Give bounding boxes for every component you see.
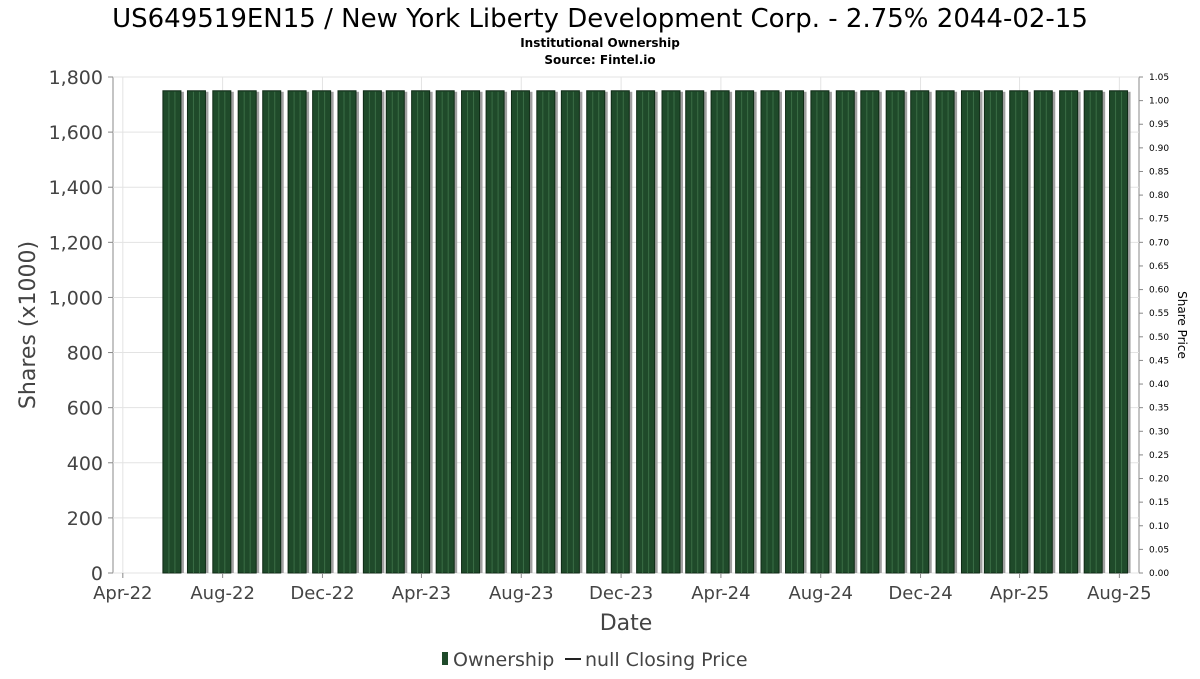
ownership-bar: [312, 90, 332, 574]
y-right-tick-label: 0.80: [1149, 191, 1169, 201]
ownership-bar: [835, 90, 855, 574]
legend: Ownership null Closing Price: [442, 649, 748, 671]
ownership-bar: [910, 90, 930, 574]
x-axis-ticks: Apr-22 Aug-22 Dec-22 Apr-23 Aug-23 Dec-23 Apr-…: [93, 573, 1152, 604]
ownership-bar: [935, 90, 955, 574]
chart-source: Source: Fintel.io: [544, 53, 655, 67]
y-right-tick-label: 0.50: [1149, 333, 1169, 343]
ownership-bar: [212, 90, 232, 574]
chart-subtitle: Institutional Ownership: [520, 36, 680, 50]
x-tick-label: Apr-24: [691, 583, 750, 604]
y-right-tick-label: 0.85: [1149, 167, 1169, 177]
ownership-bar: [337, 90, 357, 574]
y-right-tick-label: 0.15: [1149, 498, 1169, 508]
y-left-tick-label: 800: [67, 343, 103, 365]
ownership-bar: [610, 90, 630, 574]
ownership-bar: [362, 90, 382, 574]
ownership-bar: [536, 90, 556, 574]
x-tick-label: Aug-22: [190, 583, 255, 604]
legend-closing-price-label: null Closing Price: [585, 649, 748, 671]
y-right-tick-label: 0.75: [1149, 215, 1169, 225]
y-left-tick-label: 1,400: [49, 177, 103, 199]
ownership-bar: [385, 90, 405, 574]
ownership-bar: [860, 90, 880, 574]
ownership-bar: [186, 90, 206, 574]
y-axis-left-ticks: 0 200 400 600 800 1,000 1,200 1,400 1,600 1,800: [49, 67, 113, 585]
y-right-tick-label: 0.05: [1149, 545, 1169, 555]
y-right-tick-label: 0.55: [1149, 309, 1169, 319]
ownership-bar: [785, 90, 805, 574]
ownership-bar: [1083, 90, 1103, 574]
x-axis-label: Date: [600, 611, 653, 636]
ownership-bar: [1059, 90, 1079, 574]
x-tick-label: Aug-25: [1087, 583, 1152, 604]
y-left-tick-label: 1,200: [49, 232, 103, 254]
ownership-bar: [885, 90, 905, 574]
legend-ownership-swatch: [442, 652, 448, 665]
ownership-bar: [636, 90, 656, 574]
y-right-tick-label: 0.25: [1149, 451, 1169, 461]
ownership-bar: [1033, 90, 1053, 574]
y-right-tick-label: 0.95: [1149, 120, 1169, 130]
x-tick-label: Apr-22: [93, 583, 152, 604]
y-right-tick-label: 1.05: [1149, 73, 1169, 83]
y-right-tick-label: 0.00: [1149, 569, 1169, 579]
chart-title: US649519EN15 / New York Liberty Developm…: [112, 4, 1088, 34]
x-tick-label: Dec-23: [589, 583, 653, 604]
y-axis-label-left: Shares (x1000): [16, 241, 41, 409]
ownership-bar: [287, 90, 307, 574]
ownership-bar: [735, 90, 755, 574]
y-left-tick-label: 200: [67, 508, 103, 530]
x-tick-label: Aug-24: [788, 583, 853, 604]
x-tick-label: Dec-22: [290, 583, 354, 604]
y-left-tick-label: 1,000: [49, 287, 103, 309]
y-right-tick-label: 1.00: [1149, 97, 1169, 107]
y-left-tick-label: 1,600: [49, 122, 103, 144]
y-right-tick-label: 0.40: [1149, 380, 1169, 390]
ownership-bar: [1109, 90, 1129, 574]
ownership-bar: [485, 90, 505, 574]
ownership-bars: [162, 90, 1131, 574]
y-right-tick-label: 0.65: [1149, 262, 1169, 272]
y-left-tick-label: 400: [67, 453, 103, 475]
y-left-tick-label: 600: [67, 398, 103, 420]
y-right-tick-label: 0.60: [1149, 286, 1169, 296]
ownership-bar: [710, 90, 730, 574]
y-right-tick-label: 0.90: [1149, 144, 1169, 154]
ownership-bar: [1009, 90, 1029, 574]
ownership-bar: [560, 90, 580, 574]
ownership-bar: [411, 90, 431, 574]
ownership-bar: [810, 90, 830, 574]
ownership-bar: [661, 90, 681, 574]
ownership-bar: [237, 90, 257, 574]
x-tick-label: Apr-25: [990, 583, 1049, 604]
y-left-tick-label: 0: [91, 563, 103, 585]
y-left-tick-label: 1,800: [49, 67, 103, 89]
x-tick-label: Apr-23: [392, 583, 451, 604]
ownership-bar: [435, 90, 455, 574]
x-tick-label: Aug-23: [489, 583, 554, 604]
y-right-tick-label: 0.45: [1149, 356, 1169, 366]
y-right-tick-label: 0.35: [1149, 404, 1169, 414]
ownership-bar: [510, 90, 530, 574]
ownership-bar: [983, 90, 1003, 574]
ownership-bar: [262, 90, 282, 574]
y-right-tick-label: 0.30: [1149, 427, 1169, 437]
ownership-bar: [586, 90, 606, 574]
x-tick-label: Dec-24: [888, 583, 952, 604]
y-right-tick-label: 0.70: [1149, 238, 1169, 248]
legend-ownership-label: Ownership: [453, 649, 554, 671]
y-right-tick-label: 0.20: [1149, 475, 1169, 485]
y-right-tick-label: 0.10: [1149, 522, 1169, 532]
y-axis-right-ticks: 0.00 0.05 0.10 0.15 0.20 0.25 0.30 0.35 0.40 0.45…: [1139, 73, 1169, 579]
ownership-bar: [685, 90, 705, 574]
ownership-bar: [760, 90, 780, 574]
ownership-bar: [461, 90, 481, 574]
ownership-bar: [162, 90, 182, 574]
y-axis-label-right: Share Price: [1175, 291, 1189, 359]
ownership-bar: [960, 90, 980, 574]
